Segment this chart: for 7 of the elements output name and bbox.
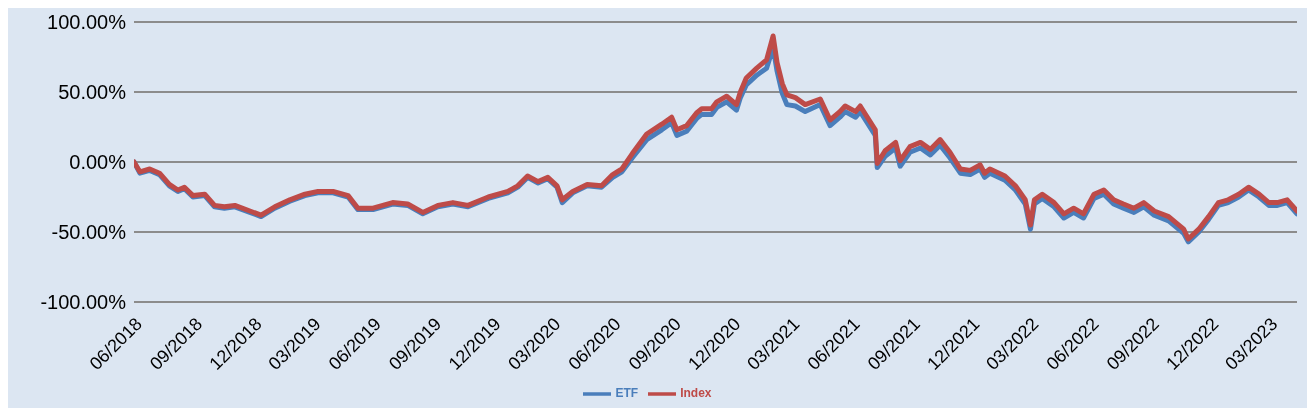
y-tick-label: 100.00% <box>47 11 127 34</box>
y-tick-label: -50.00% <box>51 221 127 244</box>
y-tick-label: -100.00% <box>40 291 127 314</box>
y-tick-label: 0.00% <box>69 151 127 174</box>
legend-label: Index <box>680 386 712 401</box>
legend-label: ETF <box>615 386 639 401</box>
y-tick-label: 50.00% <box>58 81 127 104</box>
